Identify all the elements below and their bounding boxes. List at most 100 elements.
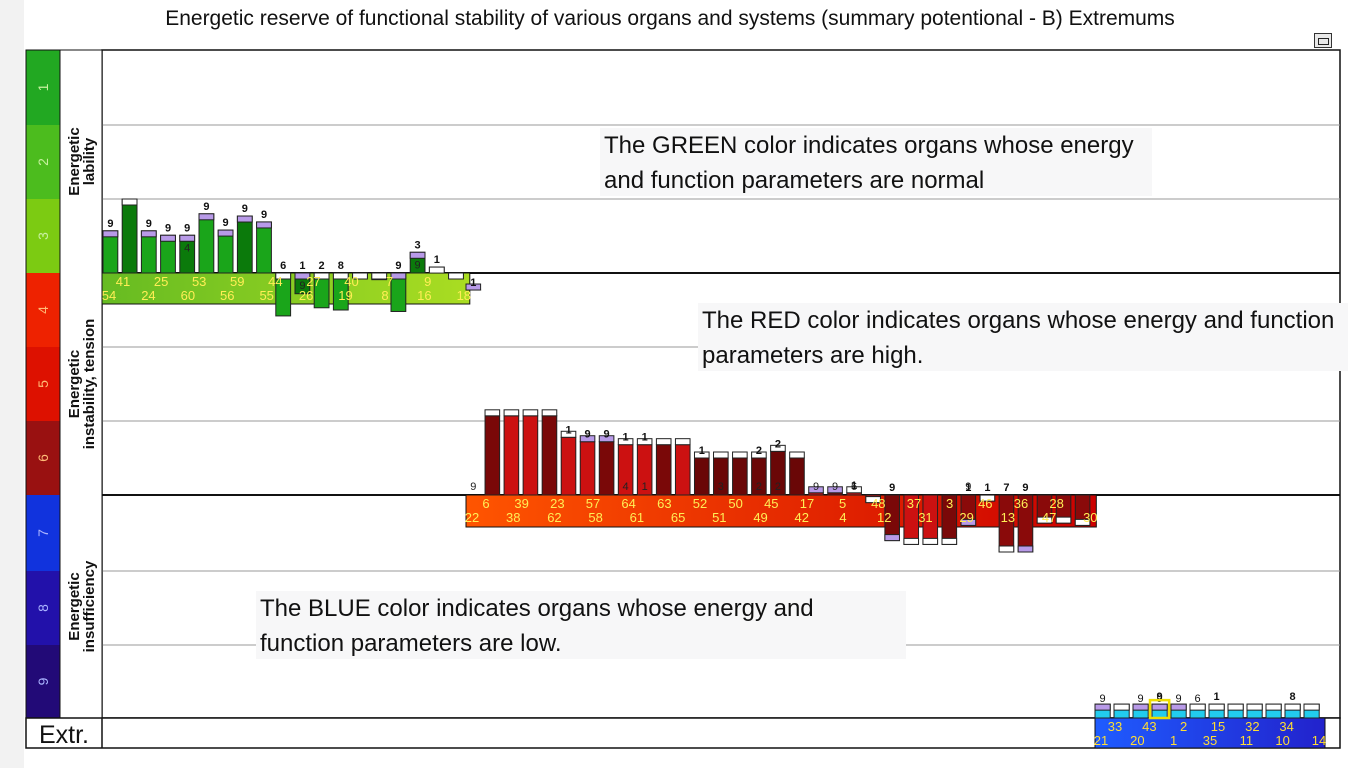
bar-top-label: 1 <box>623 432 629 444</box>
bar-cap <box>236 215 253 223</box>
extr-label: Extr. <box>39 721 89 749</box>
bar-cap <box>1170 703 1187 711</box>
bar-cap <box>256 221 272 229</box>
window-restore-button[interactable] <box>1314 33 1332 48</box>
bar-cap <box>390 272 407 280</box>
band-label-bottom: 30 <box>1083 510 1097 525</box>
band-label-top: 45 <box>764 496 778 511</box>
bar <box>579 441 596 496</box>
bar-cap <box>636 438 653 446</box>
band-label-top: 34 <box>1279 719 1293 734</box>
band-label-bottom: 29 <box>959 510 973 525</box>
bar-top-label: 9 <box>146 218 152 230</box>
bar-cap <box>1227 703 1244 711</box>
band-label-bottom: 60 <box>181 288 195 303</box>
zone-label-line: insufficiency <box>81 560 98 652</box>
band-label-bottom: 38 <box>506 510 520 525</box>
band-label-bottom: 1 <box>1170 733 1177 748</box>
band-label-top: 44 <box>268 274 282 289</box>
bar-inner-label: 9 <box>470 481 476 493</box>
bar-cap <box>275 272 292 280</box>
band-label-bottom: 14 <box>1312 733 1326 748</box>
bar-inner-label: 4 <box>184 242 190 254</box>
bar-cap <box>332 272 349 280</box>
axis-tick-label: 8 <box>35 604 51 612</box>
bar-cap <box>541 409 558 417</box>
bar <box>789 457 805 496</box>
bar-top-label: 9 <box>1022 482 1028 494</box>
band-label-bottom: 24 <box>141 288 155 303</box>
axis-strip-cell <box>26 421 60 495</box>
axis-tick-label: 2 <box>35 158 51 166</box>
band-label-bottom: 12 <box>877 510 891 525</box>
bar-inner-label: 9 <box>813 481 819 493</box>
bar <box>503 415 520 496</box>
bar-top-label: 9 <box>184 222 190 234</box>
bar-top-label: 1 <box>470 277 476 289</box>
bar-cap <box>428 266 445 274</box>
bar-cap <box>751 451 767 459</box>
bar-cap <box>313 272 330 280</box>
bar-cap <box>294 272 311 280</box>
bar-cap <box>808 486 824 494</box>
bar <box>674 444 691 496</box>
bar-cap <box>1265 703 1282 711</box>
bar-cap <box>865 496 881 504</box>
bar-cap <box>903 537 920 545</box>
band-label-bottom: 56 <box>220 288 234 303</box>
bar-cap <box>448 272 464 280</box>
bar-cap <box>1284 703 1301 711</box>
bar <box>598 441 615 496</box>
bar-cap <box>560 430 577 438</box>
bar-cap <box>1036 516 1053 524</box>
label-band <box>1094 717 1326 749</box>
bar-cap <box>998 545 1015 553</box>
bar-inner-label: 9 <box>1176 693 1182 705</box>
bar <box>236 215 253 274</box>
bar <box>732 457 748 496</box>
axis-strip-cell <box>26 571 60 645</box>
band-label-bottom: 10 <box>1275 733 1289 748</box>
bar-top-label: 1 <box>642 432 648 444</box>
band-label-bottom: 55 <box>259 288 273 303</box>
band-label-top: 63 <box>657 496 671 511</box>
bar-cap <box>713 451 729 459</box>
band-label-bottom: 26 <box>299 288 313 303</box>
bar-cap <box>1074 518 1091 526</box>
bar-cap <box>1132 703 1149 711</box>
band-label-bottom: 4 <box>839 510 846 525</box>
bar-inner-label: 2 <box>756 481 762 493</box>
bar-cap <box>522 409 539 417</box>
bar-cap <box>1208 703 1225 711</box>
bar-top-label: 2 <box>775 438 781 450</box>
bar-cap <box>484 409 501 417</box>
axis-tick-label: 6 <box>35 454 51 462</box>
bar-top-label: 9 <box>242 203 248 215</box>
band-label-top: 15 <box>1211 719 1225 734</box>
bar-cap <box>827 486 843 494</box>
axis-strip-cell <box>26 645 60 718</box>
bar-top-label: 9 <box>261 209 267 221</box>
band-label-top: 33 <box>1108 719 1122 734</box>
bar-inner-label: 9 <box>832 481 838 493</box>
bar-inner-label: 9 <box>1138 693 1144 705</box>
bar-cap <box>102 230 119 238</box>
bar <box>522 415 539 496</box>
bar-top-label: 9 <box>604 429 610 441</box>
bar-top-label: 9 <box>203 201 209 213</box>
band-label-top: 2 <box>1180 719 1187 734</box>
zone-label-line: lability <box>81 137 98 185</box>
band-label-top: 43 <box>1142 719 1156 734</box>
band-label-bottom: 54 <box>102 288 116 303</box>
bar-cap <box>732 451 748 459</box>
bar-top-label: 8 <box>338 260 344 272</box>
bar-cap <box>846 486 862 494</box>
axis-strip-cell <box>26 273 60 347</box>
bar-inner-label: 2 <box>775 481 781 493</box>
bar-top-label: 9 <box>395 260 401 272</box>
band-label-top: 6 <box>482 496 489 511</box>
bar-inner-label: 6 <box>1195 693 1201 705</box>
band-label-top: 27 <box>306 274 320 289</box>
band-label-top: 41 <box>116 274 130 289</box>
bar-top-label: 9 <box>107 218 113 230</box>
